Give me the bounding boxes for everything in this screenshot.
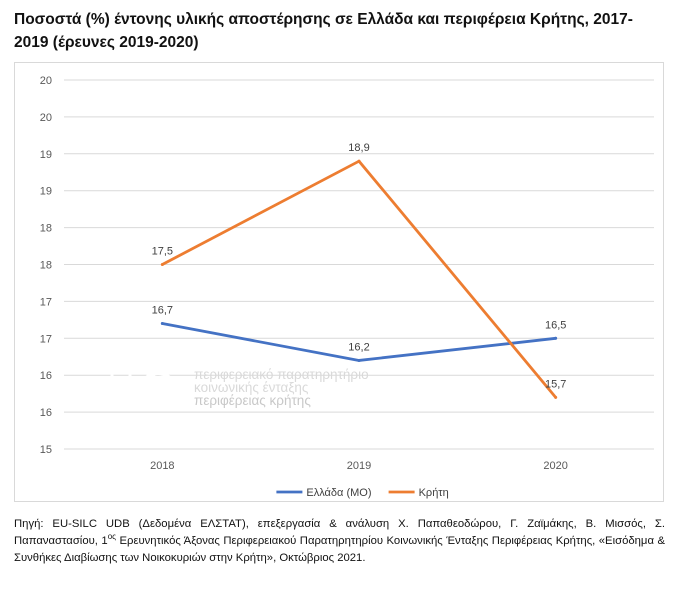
data-label: 18,9 xyxy=(348,142,369,154)
data-point xyxy=(160,322,164,326)
data-point xyxy=(357,358,361,362)
x-tick-label: 2019 xyxy=(347,460,371,472)
y-tick-label: 20 xyxy=(40,75,52,87)
data-label: 16,2 xyxy=(348,341,369,353)
data-labels: 16,7 16,2 16,5 17,5 18,9 15,7 xyxy=(152,142,567,390)
source-text-1: Πηγή: EU-SILC UDB (Δεδομένα ΕΛΣΤΑΤ), επε… xyxy=(14,518,665,547)
y-tick-label: 15 xyxy=(40,444,52,456)
y-tick-label: 16 xyxy=(40,370,52,382)
source-note: Πηγή: EU-SILC UDB (Δεδομένα ΕΛΣΤΑΤ), επε… xyxy=(14,516,665,567)
watermark-line-3: περιφέρειας κρήτης xyxy=(194,393,311,408)
data-point xyxy=(554,336,558,340)
series-lines xyxy=(160,159,558,399)
observatory-logo-watermark: περιφερειακό παρατηρητήριο κοινωνικής έν… xyxy=(108,366,408,416)
x-axis-tick-labels: 2018 2019 2020 xyxy=(150,460,568,472)
data-point xyxy=(160,263,164,266)
legend-label: Κρήτη xyxy=(419,487,449,499)
y-tick-label: 17 xyxy=(40,296,52,308)
legend: Ελλάδα (ΜΟ) Κρήτη xyxy=(276,487,449,499)
watermark-line-1: περιφερειακό παρατηρητήριο xyxy=(194,367,369,382)
data-label: 16,7 xyxy=(152,305,173,317)
source-text-2: Ερευνητικός Άξονας Περιφερειακού Παρατηρ… xyxy=(14,535,665,564)
y-tick-label: 20 xyxy=(40,112,52,124)
source-superscript: ος xyxy=(107,532,116,542)
logo-mark-icon xyxy=(110,370,176,408)
data-label: 15,7 xyxy=(545,378,566,390)
chart-title: Ποσοστά (%) έντονης υλικής αποστέρησης σ… xyxy=(14,11,633,51)
y-tick-label: 18 xyxy=(40,223,52,235)
y-tick-label: 17 xyxy=(40,333,52,345)
y-axis-tick-labels: 15 16 16 17 17 18 18 19 19 20 20 xyxy=(40,75,52,456)
data-label: 17,5 xyxy=(152,246,173,258)
y-tick-label: 19 xyxy=(40,149,52,161)
data-point xyxy=(357,159,361,163)
x-tick-label: 2018 xyxy=(150,460,174,472)
y-tick-label: 16 xyxy=(40,407,52,419)
x-tick-label: 2020 xyxy=(543,460,567,472)
y-tick-label: 18 xyxy=(40,260,52,272)
data-label: 16,5 xyxy=(545,319,566,331)
data-point xyxy=(554,395,558,399)
chart-area xyxy=(14,62,664,502)
y-tick-label: 19 xyxy=(40,186,52,198)
legend-label: Ελλάδα (ΜΟ) xyxy=(306,487,371,499)
watermark-line-2: κοινωνικής ένταξης xyxy=(194,380,309,395)
